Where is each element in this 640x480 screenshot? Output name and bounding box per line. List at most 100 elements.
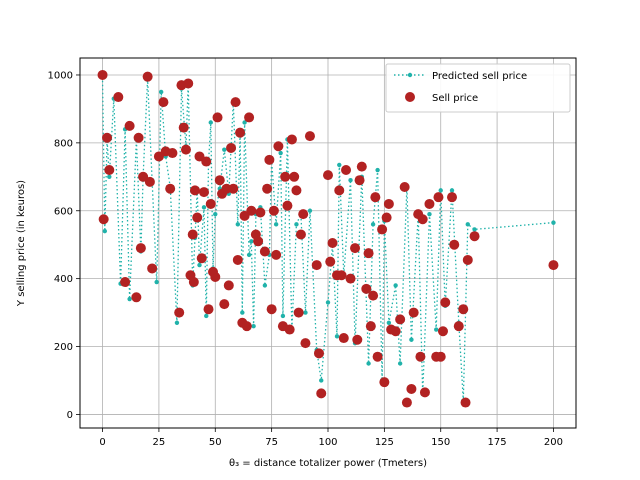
predicted-point (348, 178, 353, 183)
sell-price-point (390, 326, 401, 337)
sell-price-point (313, 348, 324, 359)
predicted-point (280, 313, 286, 319)
sell-price-point (453, 321, 464, 332)
sell-price-point (280, 171, 291, 182)
x-tick-label: 75 (265, 437, 278, 448)
predicted-point (319, 378, 324, 383)
sell-price-point (345, 273, 356, 284)
sell-price-point (230, 97, 241, 108)
sell-price-point (102, 132, 113, 143)
y-tick-label: 1000 (48, 70, 73, 81)
predicted-point (427, 211, 432, 217)
predicted-point (235, 222, 241, 227)
sell-price-point (268, 205, 279, 216)
sell-price-point (361, 283, 372, 294)
sell-price-point (334, 185, 345, 196)
predicted-point (370, 222, 376, 227)
sell-price-point (199, 187, 209, 198)
predicted-point (262, 283, 268, 288)
predicted-point (278, 150, 283, 156)
predicted-point (434, 327, 439, 332)
sell-price-point (167, 148, 178, 159)
sell-price-point (135, 243, 146, 254)
legend-predicted-marker (407, 72, 413, 78)
sell-price-point (295, 229, 306, 240)
sell-price-point (379, 377, 390, 388)
sell-price-point (424, 198, 435, 209)
predicted-point (251, 323, 256, 329)
predicted-point (409, 337, 414, 342)
predicted-point (174, 320, 180, 325)
predicted-point (397, 361, 403, 366)
predicted-point (393, 283, 398, 288)
sell-price-point (223, 280, 234, 291)
legend: Predicted sell price Sell price (385, 63, 571, 113)
sell-price-point (226, 142, 237, 153)
sell-price-point (120, 277, 131, 288)
sell-price-point (462, 254, 473, 265)
y-tick-label: 200 (54, 342, 73, 353)
sell-price-point (246, 205, 257, 216)
sell-price-point (201, 156, 212, 167)
sell-price-point (440, 297, 451, 308)
predicted-point (158, 89, 164, 95)
sell-price-point (142, 71, 153, 82)
predicted-point (204, 313, 209, 319)
sell-price-point (203, 304, 214, 315)
sell-price-point (104, 165, 115, 176)
sell-price-point (401, 397, 412, 408)
sell-price-point (377, 224, 388, 235)
predicted-point (273, 222, 279, 227)
sell-price-point (174, 307, 185, 318)
sell-price-point (415, 351, 426, 362)
predicted-point (102, 228, 108, 234)
predicted-point (334, 334, 340, 339)
legend-sell-label: Sell price (432, 93, 478, 104)
predicted-point (213, 211, 218, 217)
y-tick-label: 0 (67, 410, 73, 421)
x-tick-label: 150 (431, 437, 450, 448)
sell-price-point (241, 321, 252, 332)
sell-price-point (180, 144, 191, 155)
predicted-point (107, 174, 112, 180)
predicted-point (294, 222, 299, 227)
sell-price-point (158, 97, 169, 108)
predicted-point (208, 120, 213, 125)
sell-price-point (232, 254, 243, 265)
sell-price-point (228, 183, 239, 194)
sell-price-point (406, 383, 417, 394)
sell-price-point (316, 388, 327, 399)
sell-price-point (325, 256, 336, 267)
predicted-point (438, 188, 443, 193)
sell-price-point (356, 161, 367, 172)
y-axis-label: Y selling price (in keuros) (16, 180, 27, 307)
sell-price-point (98, 214, 109, 225)
sell-price-point (350, 243, 361, 254)
sell-price-point (327, 238, 338, 248)
sell-price-point (210, 271, 221, 282)
legend-box (385, 63, 571, 113)
sell-price-point (419, 387, 430, 398)
sell-price-point (336, 270, 347, 281)
sell-price-point (383, 198, 394, 209)
sell-price-point (352, 334, 363, 345)
x-tick-label: 25 (153, 437, 166, 448)
predicted-point (472, 227, 477, 232)
predicted-point (375, 167, 380, 173)
x-axis-ticks: 0 25 50 75 100 125 150 175 200 (99, 428, 563, 448)
sell-price-point (449, 239, 460, 250)
sell-price-point (399, 181, 410, 192)
x-axis-label: θ₃ = distance totalizer power (Tmeters) (229, 458, 427, 469)
sell-price-point (196, 253, 207, 264)
sell-price-point (205, 198, 216, 209)
sell-price-point (291, 185, 302, 196)
predicted-point (449, 188, 455, 193)
sell-price-point (548, 260, 559, 271)
predicted-point (325, 300, 331, 305)
sell-price-point (395, 314, 406, 325)
sell-price-point (365, 321, 376, 332)
predicted-point (303, 310, 308, 315)
predicted-point (386, 320, 392, 325)
predicted-point (249, 239, 254, 244)
sell-price-point (147, 263, 158, 274)
